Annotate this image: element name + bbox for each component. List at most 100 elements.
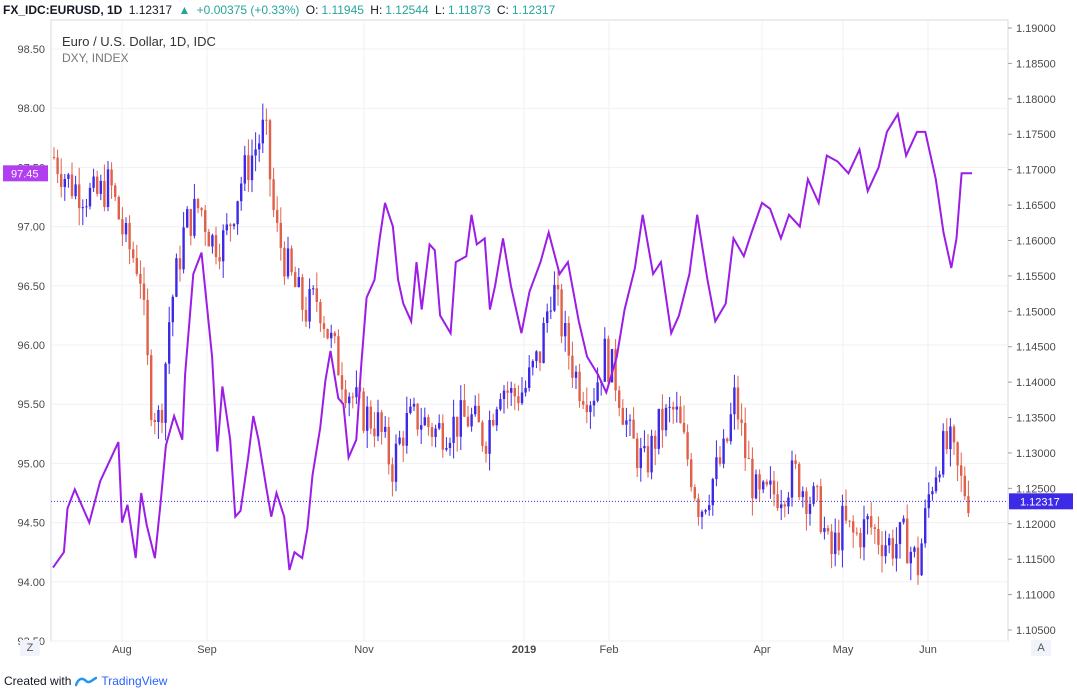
candle-body xyxy=(693,487,696,499)
candle-body xyxy=(585,404,588,413)
candle-body xyxy=(531,361,534,368)
left-price-badge-text: 97.45 xyxy=(11,168,39,180)
candle-body xyxy=(124,223,128,235)
tradingview-brand[interactable]: TradingView xyxy=(101,674,168,688)
candle-body xyxy=(463,400,466,417)
candle-body xyxy=(272,179,275,211)
candle-body xyxy=(866,516,869,520)
candle-body xyxy=(204,210,207,232)
candle-body xyxy=(110,169,113,186)
candle-body xyxy=(632,419,635,439)
candle-body xyxy=(837,532,840,551)
candle-body xyxy=(218,257,221,262)
eurusd-candles xyxy=(52,103,970,585)
right-price-badge xyxy=(1009,493,1073,510)
candle-body xyxy=(517,396,520,404)
right-axis-tick: 1.11500 xyxy=(1016,554,1055,566)
candle-body xyxy=(852,521,855,533)
tradingview-logo-icon xyxy=(75,676,98,687)
left-axis-tick: 98.00 xyxy=(17,103,45,115)
candle-body xyxy=(679,406,682,423)
candle-body xyxy=(319,301,322,324)
candle-body xyxy=(247,155,250,181)
candle-body xyxy=(880,544,884,557)
candle-body xyxy=(171,296,174,323)
candle-body xyxy=(938,474,941,478)
candle-body xyxy=(848,520,851,522)
candle-body xyxy=(654,435,657,449)
candle-body xyxy=(884,545,887,557)
candle-body xyxy=(384,426,387,432)
candle-body xyxy=(168,322,171,364)
candle-body xyxy=(916,547,920,576)
candle-body xyxy=(952,426,956,443)
candle-body xyxy=(157,409,160,422)
candle-body xyxy=(312,288,315,290)
right-axis-tick: 1.12000 xyxy=(1016,519,1056,531)
candle-body xyxy=(765,481,768,485)
candle-body xyxy=(945,431,948,450)
candle-body xyxy=(196,198,200,209)
candle-body xyxy=(412,403,416,407)
candle-body xyxy=(445,448,448,450)
right-axis-tick: 1.11000 xyxy=(1016,590,1055,602)
candle-body xyxy=(909,551,912,564)
candle-body xyxy=(56,157,59,175)
candle-body xyxy=(668,406,671,408)
candle-body xyxy=(560,289,563,337)
candle-body xyxy=(146,299,149,356)
candle-body xyxy=(326,328,329,339)
candle-body xyxy=(225,224,228,231)
candle-body xyxy=(826,528,830,532)
candle-body xyxy=(178,258,182,270)
left-axis-tick: 98.50 xyxy=(17,44,45,56)
candle-body xyxy=(369,406,372,429)
candle-body xyxy=(344,389,347,404)
candle-body xyxy=(524,387,527,393)
candle-body xyxy=(931,491,934,495)
candle-body xyxy=(52,157,56,159)
candle-body xyxy=(481,422,484,446)
x-axis-tick: Sep xyxy=(197,644,217,656)
candle-body xyxy=(304,309,308,322)
candle-body xyxy=(373,428,376,437)
right-axis-tick: 1.14000 xyxy=(1016,377,1056,389)
candle-body xyxy=(333,332,336,337)
candle-body xyxy=(564,323,567,337)
candle-body xyxy=(60,174,63,188)
candle-body xyxy=(243,155,246,184)
right-axis-tick: 1.13500 xyxy=(1016,413,1056,425)
candle-body xyxy=(607,338,610,383)
candle-body xyxy=(279,222,282,248)
candle-body xyxy=(794,460,797,464)
x-axis-tick: Nov xyxy=(354,644,374,656)
candle-body xyxy=(286,248,290,277)
candle-body xyxy=(355,387,358,398)
candle-body xyxy=(232,224,236,227)
right-axis-tick: 1.14500 xyxy=(1016,342,1056,354)
candle-body xyxy=(967,496,970,514)
zoom-button[interactable]: Z xyxy=(20,640,40,656)
candle-body xyxy=(798,463,801,498)
candle-body xyxy=(891,538,894,559)
candle-body xyxy=(142,283,146,300)
x-axis-tick: Apr xyxy=(753,644,770,656)
candle-body xyxy=(402,437,405,446)
candle-body xyxy=(650,435,653,473)
candle-body xyxy=(769,480,772,485)
auto-scale-button[interactable]: A xyxy=(1031,640,1051,656)
left-axis-tick: 97.00 xyxy=(17,222,45,234)
overlay-series-legend[interactable]: DXY, INDEX xyxy=(62,51,129,65)
candle-body xyxy=(132,249,135,259)
symbol-label[interactable]: FX_IDC:EURUSD, 1D xyxy=(3,3,123,17)
main-series-legend[interactable]: Euro / U.S. Dollar, 1D, IDC xyxy=(62,34,216,49)
candle-body xyxy=(877,528,880,545)
candle-body xyxy=(726,438,729,442)
candle-body xyxy=(582,401,585,405)
candle-body xyxy=(535,351,538,362)
candle-body xyxy=(117,196,120,220)
candle-body xyxy=(906,518,909,564)
candle-body xyxy=(229,224,232,227)
candle-body xyxy=(942,431,945,475)
